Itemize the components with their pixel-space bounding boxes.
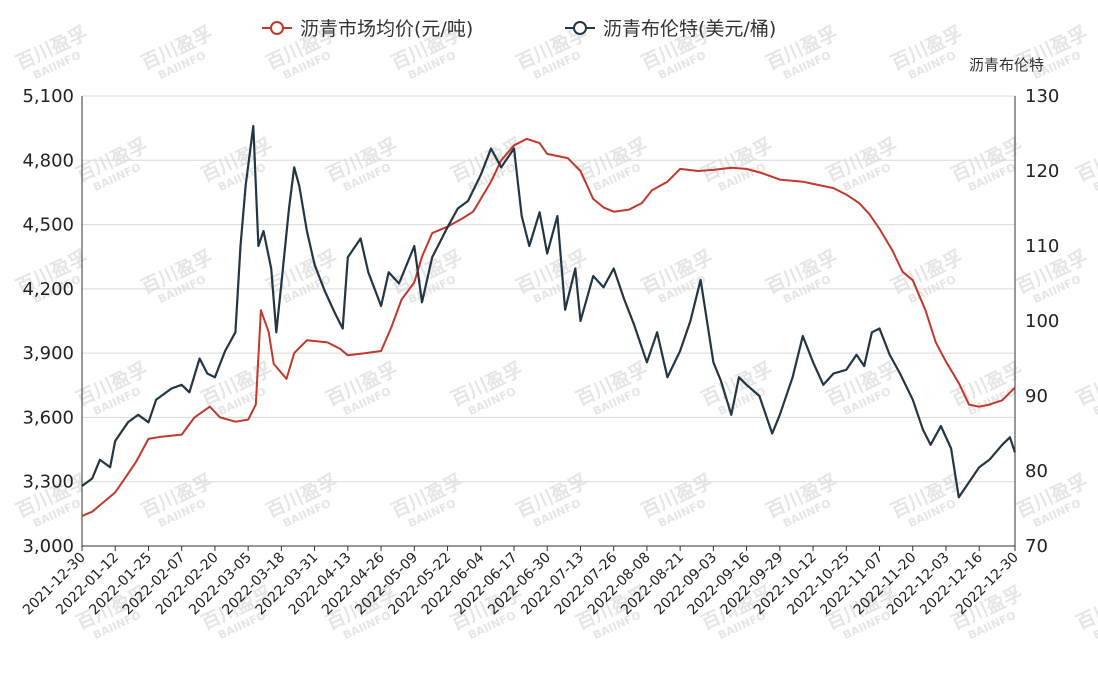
axes: 3,000 3,300 3,600 3,900 4,200 4,500 4,800 5,100…: [20, 86, 1059, 618]
legend-price-label: 沥青市场均价(元/吨): [300, 18, 473, 40]
right-tick-label: 70: [1025, 536, 1048, 557]
left-tick-label: 3,000: [22, 536, 74, 557]
right-tick-label: 110: [1025, 236, 1059, 257]
series-line-price: [81, 137, 1016, 517]
series-line-brent: [81, 124, 1017, 499]
left-tick-label: 3,600: [22, 407, 74, 428]
right-tick-label: 90: [1025, 386, 1048, 407]
series-lines: [81, 124, 1017, 517]
right-tick-label: 130: [1025, 86, 1059, 107]
right-tick-label: 120: [1025, 161, 1059, 182]
legend-brent-marker: [573, 21, 587, 35]
left-tick-label: 4,200: [22, 279, 74, 300]
left-tick-label: 5,100: [22, 86, 74, 107]
legend-item-brent: 沥青布伦特(美元/桶): [565, 18, 776, 40]
watermark-text: 百川盈孚: [1072, 582, 1098, 635]
left-tick-label: 4,800: [22, 150, 74, 171]
legend: 沥青市场均价(元/吨) 沥青布伦特(美元/桶): [262, 18, 776, 40]
left-tick-label: 4,500: [22, 215, 74, 236]
watermark-text: 百川盈孚: [1072, 358, 1098, 411]
legend-brent-label: 沥青布伦特(美元/桶): [603, 18, 776, 40]
right-axis-title: 沥青布伦特: [969, 56, 1044, 74]
legend-price-marker: [270, 21, 284, 35]
right-tick-label: 100: [1025, 311, 1059, 332]
left-tick-label: 3,300: [22, 472, 74, 493]
left-tick-label: 3,900: [22, 343, 74, 364]
watermark-text: 百川盈孚: [1072, 134, 1098, 187]
right-tick-label: 80: [1025, 461, 1048, 482]
legend-item-price: 沥青市场均价(元/吨): [262, 18, 473, 40]
gridlines: [82, 95, 1015, 547]
